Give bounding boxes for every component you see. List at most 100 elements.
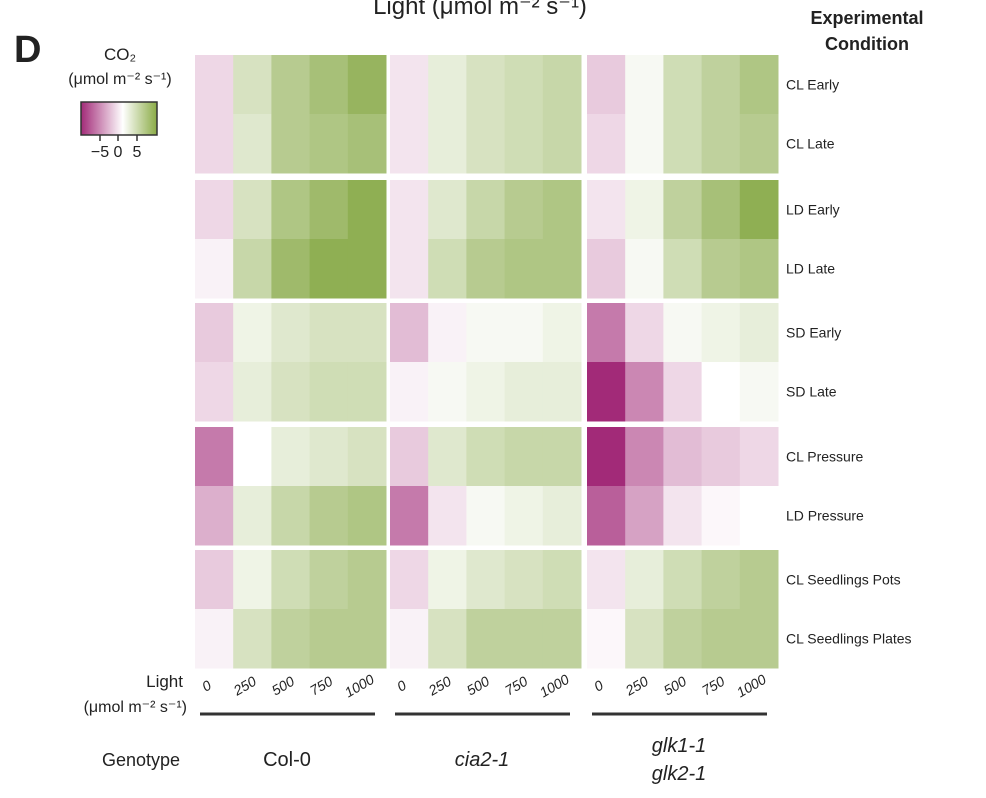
x-tick-label: 250 xyxy=(622,673,651,699)
heatmap-cell xyxy=(390,114,429,174)
heatmap-cell xyxy=(542,114,582,174)
heatmap-cell xyxy=(309,180,349,240)
heatmap-cell xyxy=(542,239,582,299)
heatmap-cell xyxy=(542,427,582,487)
heatmap-cell xyxy=(347,362,387,422)
heatmap-cell xyxy=(739,362,779,422)
heatmap-cell xyxy=(309,609,349,669)
row-label: CL Late xyxy=(786,136,835,152)
heatmap-cell xyxy=(390,55,429,115)
heatmap-cell xyxy=(466,114,506,174)
heatmap-cell xyxy=(347,427,387,487)
heatmap-cell xyxy=(542,180,582,240)
x-tick-label: 250 xyxy=(425,673,454,699)
heatmap-cell xyxy=(466,609,506,669)
heatmap-cell xyxy=(271,303,311,363)
heatmap-cell xyxy=(233,550,272,610)
heatmap-cell xyxy=(587,303,626,363)
heatmap-cell xyxy=(309,55,349,115)
heatmap-cell xyxy=(739,180,779,240)
x-tick-label: 500 xyxy=(464,673,492,699)
heatmap-cell xyxy=(625,303,664,363)
heatmap-cell xyxy=(542,609,582,669)
heatmap-cell xyxy=(701,239,741,299)
heatmap-cell xyxy=(739,239,779,299)
heatmap-cell xyxy=(701,55,741,115)
row-label: LD Early xyxy=(786,202,840,218)
heatmap-cell xyxy=(625,427,664,487)
heatmap-cell xyxy=(309,427,349,487)
heatmap-cell xyxy=(504,550,544,610)
heatmap-cell xyxy=(587,114,626,174)
heatmap-cell xyxy=(428,609,467,669)
heatmap-cell xyxy=(195,303,234,363)
heatmap-cell xyxy=(390,550,429,610)
legend-title: CO₂ xyxy=(104,45,136,64)
genotype-name: cia2-1 xyxy=(455,749,509,771)
heatmap-cell xyxy=(233,114,272,174)
heatmap-cell xyxy=(195,550,234,610)
heatmap-cell xyxy=(428,486,467,546)
row-label: LD Pressure xyxy=(786,508,864,524)
heatmap-cell xyxy=(195,609,234,669)
x-tick-label: 0 xyxy=(394,677,409,695)
heatmap-cell xyxy=(233,239,272,299)
heatmap-cell xyxy=(739,550,779,610)
heatmap-cell xyxy=(390,427,429,487)
heatmap-cell xyxy=(542,362,582,422)
heatmap-cell xyxy=(390,239,429,299)
heatmap-cell xyxy=(587,180,626,240)
heatmap-cell xyxy=(701,114,741,174)
heatmap-cell xyxy=(390,180,429,240)
heatmap-cell xyxy=(195,486,234,546)
heatmap-cell xyxy=(504,486,544,546)
row-label: CL Seedlings Pots xyxy=(786,572,901,588)
heatmap-cell xyxy=(428,303,467,363)
heatmap-cell xyxy=(271,55,311,115)
heatmap-cell xyxy=(701,427,741,487)
heatmap-cell xyxy=(663,239,703,299)
legend-tick-label: 5 xyxy=(133,144,142,161)
heatmap-cell xyxy=(466,550,506,610)
heatmap-cell xyxy=(309,303,349,363)
panel-label: D xyxy=(14,29,41,71)
x-tick-label: 1000 xyxy=(734,671,769,701)
genotype-name: glk1-1 xyxy=(652,735,706,757)
heatmap-cell xyxy=(625,114,664,174)
heatmap-cell xyxy=(625,550,664,610)
heatmap-cell xyxy=(504,114,544,174)
heatmap-cell xyxy=(701,303,741,363)
heatmap-cell xyxy=(390,609,429,669)
x-tick-label: 0 xyxy=(591,677,606,695)
heatmap-cell xyxy=(428,427,467,487)
heatmap-cell xyxy=(542,550,582,610)
heatmap-cell xyxy=(542,486,582,546)
x-tick-label: 500 xyxy=(269,673,297,699)
genotype-name: Col-0 xyxy=(263,749,311,771)
x-tick-label: 750 xyxy=(699,673,727,699)
heatmap-cell xyxy=(271,114,311,174)
heatmap-cell xyxy=(739,427,779,487)
row-label: CL Early xyxy=(786,77,839,93)
heatmap-cell xyxy=(466,180,506,240)
heatmap-cell xyxy=(466,303,506,363)
heatmap-cell xyxy=(625,486,664,546)
heatmap-cell xyxy=(542,55,582,115)
heatmap-cell xyxy=(428,239,467,299)
genotype-label: Genotype xyxy=(102,750,180,770)
heatmap-cell xyxy=(625,180,664,240)
legend-tick-label: −5 xyxy=(91,144,109,161)
heatmap-cell xyxy=(587,486,626,546)
heatmap-cell xyxy=(701,362,741,422)
heatmap-cell xyxy=(347,486,387,546)
heatmap-cell xyxy=(195,362,234,422)
heatmap-cell xyxy=(625,609,664,669)
heatmap-cell xyxy=(587,427,626,487)
heatmap-cell xyxy=(271,239,311,299)
heatmap-cell xyxy=(701,609,741,669)
heatmap-cell xyxy=(504,239,544,299)
row-label: SD Late xyxy=(786,384,837,400)
heatmap-cell xyxy=(428,362,467,422)
x-tick-label: 1000 xyxy=(342,671,377,701)
legend-units: (μmol m⁻² s⁻¹) xyxy=(68,71,171,88)
